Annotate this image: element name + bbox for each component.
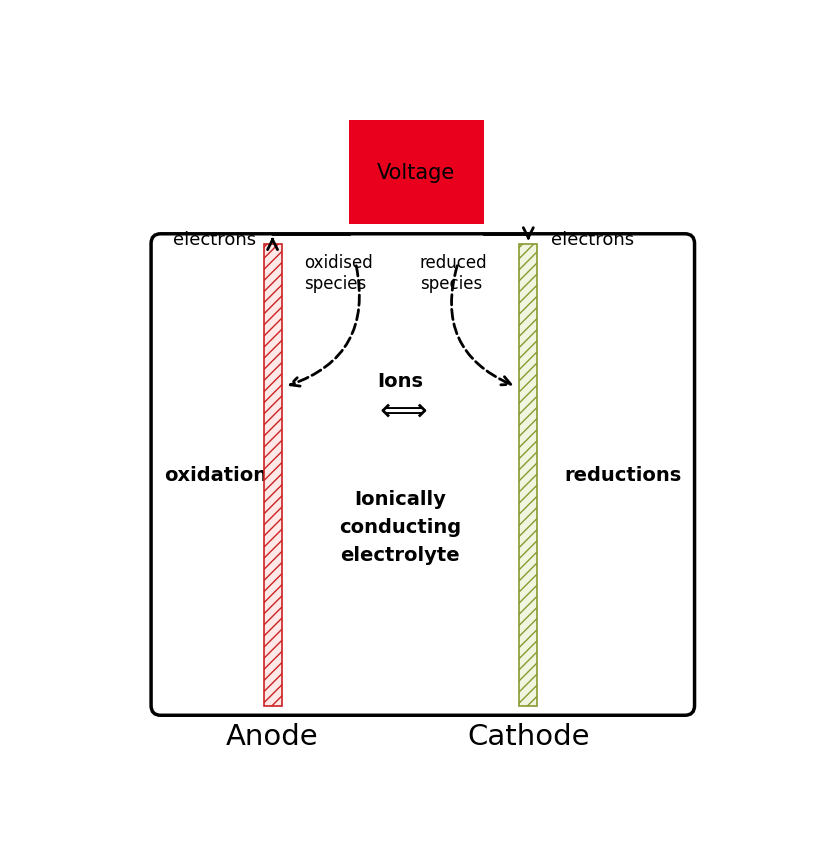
Text: oxidations: oxidations [164, 466, 279, 484]
Text: Ionically
conducting
electrolyte: Ionically conducting electrolyte [339, 490, 461, 565]
Text: electrons: electrons [173, 230, 257, 248]
Text: Voltage: Voltage [377, 163, 455, 183]
Text: electrons: electrons [550, 230, 634, 248]
Text: oxidised
species: oxidised species [304, 254, 373, 293]
Text: Cathode: Cathode [467, 722, 590, 749]
Text: $\Longleftrightarrow$: $\Longleftrightarrow$ [373, 393, 428, 426]
FancyBboxPatch shape [151, 235, 695, 716]
Bar [349, 121, 483, 225]
Text: reduced
species: reduced species [420, 254, 488, 293]
Bar [520, 244, 537, 706]
Text: Anode: Anode [226, 722, 319, 749]
Bar [264, 244, 281, 706]
Text: Ions: Ions [377, 371, 423, 390]
Text: reductions: reductions [564, 466, 681, 484]
